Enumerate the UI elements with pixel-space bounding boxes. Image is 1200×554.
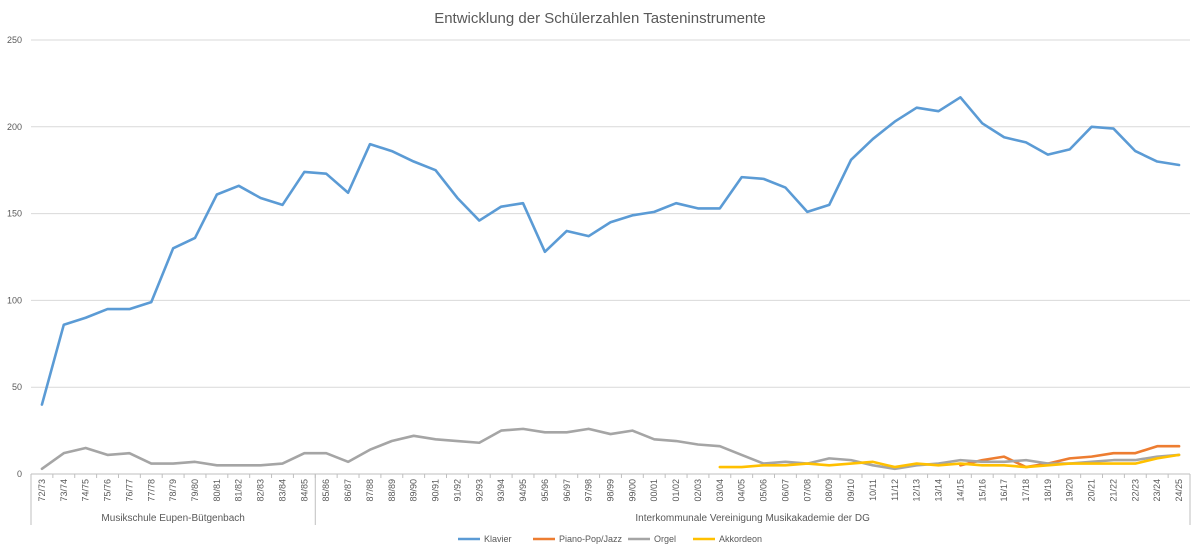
y-tick-label: 0 [17, 469, 22, 479]
legend-item-orgel: Orgel [628, 534, 676, 544]
x-tick-label: 12/13 [912, 479, 922, 502]
x-tick-label: 86/87 [343, 479, 353, 502]
legend-item-klavier: Klavier [458, 534, 512, 544]
x-axis: 72/73 73/74 74/75 75/76 76/77 77/78 78/79 79/80… [30, 473, 1191, 525]
x-tick-label: 00/01 [649, 479, 659, 502]
legend-label: Klavier [484, 534, 512, 544]
x-tick-label: 02/03 [693, 479, 703, 502]
x-tick-label: 19/20 [1065, 479, 1075, 502]
y-tick-label: 150 [7, 209, 22, 219]
legend-item-akkordeon: Akkordeon [693, 534, 762, 544]
x-tick-label: 06/07 [780, 479, 790, 502]
x-tick-label: 83/84 [277, 479, 287, 502]
y-axis: 0 50 100 150 200 250 [7, 35, 22, 479]
x-tick-label: 74/75 [81, 479, 91, 502]
x-tick-label: 88/89 [387, 479, 397, 502]
x-tick-label: 16/17 [999, 479, 1009, 502]
x-tick-label: 04/05 [737, 479, 747, 502]
x-tick-label: 87/88 [365, 479, 375, 502]
x-tick-label: 92/93 [474, 479, 484, 502]
x-tick-label: 11/12 [890, 479, 900, 501]
legend-label: Piano-Pop/Jazz [559, 534, 623, 544]
x-tick-label: 21/22 [1108, 479, 1118, 502]
legend-label: Akkordeon [719, 534, 762, 544]
gridlines [31, 39, 1190, 388]
x-tick-label: 14/15 [955, 479, 965, 502]
x-tick-label: 07/08 [802, 479, 812, 502]
x-tick-label: 77/78 [146, 479, 156, 502]
x-tick-label: 95/96 [540, 479, 550, 502]
x-tick-label: 20/21 [1087, 479, 1097, 502]
y-tick-label: 200 [7, 122, 22, 132]
x-tick-label: 97/98 [584, 479, 594, 502]
x-tick-label: 82/83 [256, 479, 266, 502]
x-tick-label: 79/80 [190, 479, 200, 502]
legend-label: Orgel [654, 534, 676, 544]
x-tick-label: 22/23 [1130, 479, 1140, 502]
x-tick-label: 01/02 [671, 479, 681, 502]
x-tick-label: 03/04 [715, 479, 725, 502]
group-label: Musikschule Eupen-Bütgenbach [101, 513, 244, 524]
x-tick-label: 15/16 [977, 479, 987, 502]
x-tick-label: 91/92 [452, 479, 462, 502]
y-tick-label: 100 [7, 295, 22, 305]
x-tick-label: 10/11 [868, 479, 878, 501]
x-tick-label: 96/97 [562, 479, 572, 502]
x-tick-label: 98/99 [606, 479, 616, 502]
series-line-klavier [40, 95, 1181, 406]
x-tick-label: 99/00 [627, 479, 637, 502]
x-tick-label: 80/81 [212, 479, 222, 502]
x-tick-label: 72/73 [37, 479, 47, 502]
x-tick-label: 05/06 [759, 479, 769, 502]
x-tick-label: 78/79 [168, 479, 178, 502]
x-tick-label: 73/74 [59, 479, 69, 502]
x-tick-label: 85/86 [321, 479, 331, 502]
x-tick-label: 24/25 [1174, 479, 1184, 502]
x-tick-label: 13/14 [934, 479, 944, 502]
legend-item-piano-pop-jazz: Piano-Pop/Jazz [533, 534, 623, 544]
x-tick-label: 89/90 [409, 479, 419, 502]
x-tick-label: 94/95 [518, 479, 528, 502]
x-tick-label: 17/18 [1021, 479, 1031, 502]
x-tick-label: 23/24 [1152, 479, 1162, 502]
chart-title: Entwicklung der Schülerzahlen Tasteninst… [434, 10, 766, 27]
legend: Klavier Piano-Pop/Jazz Orgel Akkordeon [458, 534, 762, 544]
plot-area [40, 95, 1181, 471]
y-tick-label: 250 [7, 35, 22, 45]
x-tick-label: 84/85 [299, 479, 309, 502]
x-tick-label: 09/10 [846, 479, 856, 502]
x-tick-label: 08/09 [824, 479, 834, 502]
x-tick-label: 90/91 [431, 479, 441, 502]
x-tick-label: 81/82 [234, 479, 244, 502]
series-line-piano-pop-jazz [959, 444, 1181, 469]
x-tick-label: 75/76 [103, 479, 113, 502]
group-label: Interkommunale Vereinigung Musikakademie… [635, 513, 870, 524]
series-line-akkordeon [718, 453, 1181, 469]
x-tick-label: 18/19 [1043, 479, 1053, 502]
x-tick-label: 93/94 [496, 479, 506, 502]
x-tick-label: 76/77 [124, 479, 134, 502]
y-tick-label: 50 [12, 382, 22, 392]
series-line-orgel [40, 427, 1181, 471]
